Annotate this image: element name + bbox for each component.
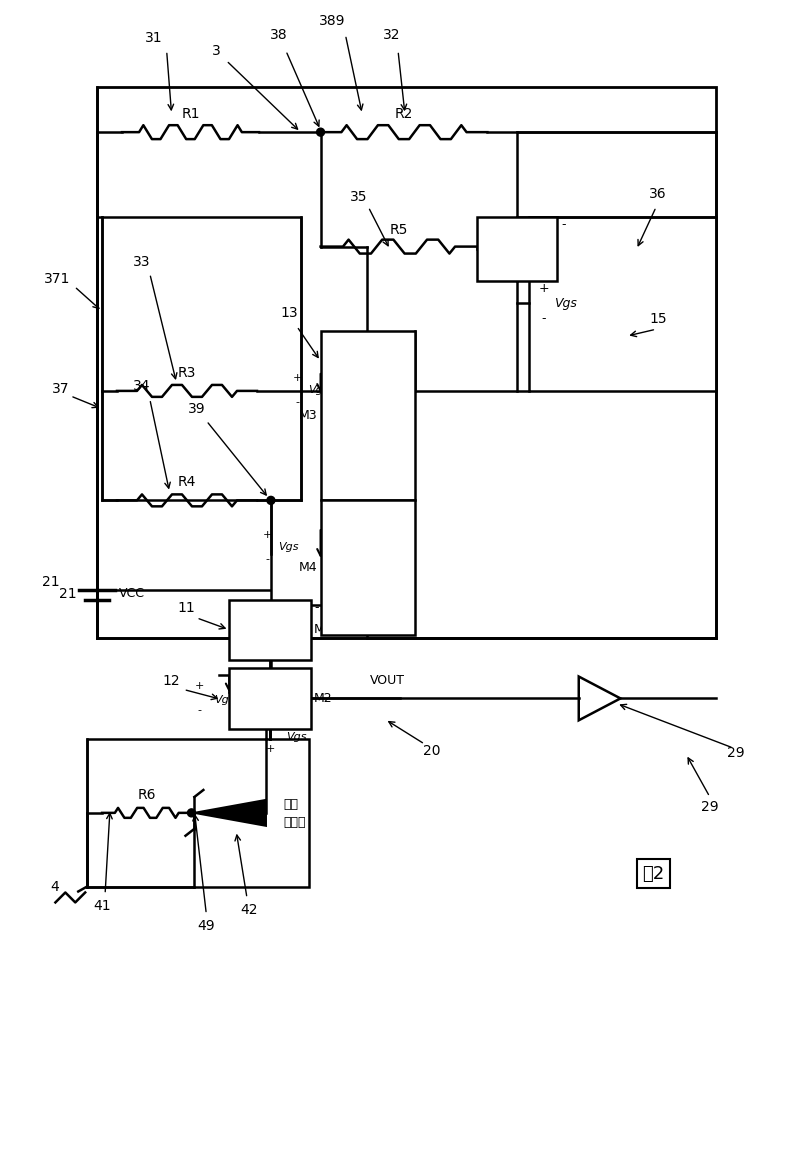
Bar: [229, 668, 310, 729]
Circle shape: [267, 497, 275, 505]
Text: 38: 38: [270, 28, 288, 42]
Text: +: +: [293, 373, 302, 383]
Text: -: -: [314, 602, 319, 614]
Text: -: -: [266, 554, 270, 565]
Circle shape: [317, 128, 325, 136]
Text: -: -: [542, 312, 546, 325]
Text: Vgs: Vgs: [286, 732, 306, 743]
Text: 39: 39: [188, 402, 206, 416]
Text: M1: M1: [231, 624, 250, 636]
Text: Vgs: Vgs: [308, 386, 328, 395]
Text: R6: R6: [138, 788, 156, 802]
Text: M3: M3: [299, 409, 318, 423]
Text: 31: 31: [145, 31, 162, 45]
Text: +: +: [194, 681, 204, 692]
Text: R5: R5: [390, 223, 408, 237]
Text: Vgs: Vgs: [214, 695, 234, 706]
Bar: [321, 331, 415, 500]
Bar: [529, 217, 716, 390]
Text: Vgs: Vgs: [278, 543, 298, 552]
Text: 21: 21: [58, 587, 76, 601]
Text: 41: 41: [94, 900, 111, 914]
Text: 42: 42: [240, 903, 258, 917]
Text: +: +: [263, 530, 273, 541]
Bar: [102, 217, 301, 500]
Text: M1: M1: [314, 624, 332, 636]
Text: 371: 371: [44, 273, 70, 286]
Text: -: -: [198, 706, 202, 715]
Text: 21: 21: [42, 575, 59, 589]
Text: 14: 14: [363, 471, 381, 485]
Text: M5: M5: [482, 239, 500, 252]
Text: 11: 11: [178, 601, 195, 614]
Text: 35: 35: [350, 189, 367, 203]
Text: R3: R3: [178, 366, 196, 380]
Text: M4: M4: [299, 561, 318, 574]
Bar: [229, 599, 310, 660]
Text: 49: 49: [198, 919, 215, 933]
Text: Vgs: Vgs: [554, 297, 577, 310]
Text: VOUT: VOUT: [370, 675, 406, 687]
Text: 图2: 图2: [642, 865, 664, 882]
Text: +: +: [538, 282, 550, 295]
Text: 二极管: 二极管: [284, 817, 306, 829]
Bar: [97, 88, 716, 638]
Text: 29: 29: [701, 800, 718, 814]
Text: R2: R2: [394, 107, 413, 121]
Text: 20: 20: [423, 744, 441, 758]
Text: R4: R4: [178, 476, 196, 490]
Text: 32: 32: [383, 28, 401, 42]
Text: Vgs: Vgs: [272, 679, 292, 690]
Text: 36: 36: [650, 187, 667, 201]
Text: M2: M2: [231, 692, 250, 705]
Text: M2: M2: [314, 692, 332, 705]
Bar: [321, 500, 415, 635]
Text: VCC: VCC: [119, 588, 145, 601]
Text: +: +: [247, 670, 257, 679]
Text: M3: M3: [322, 411, 341, 424]
Text: 12: 12: [162, 675, 181, 688]
Circle shape: [187, 808, 195, 817]
Text: 13: 13: [280, 306, 298, 320]
Bar: [87, 739, 309, 887]
Text: 34: 34: [133, 379, 150, 393]
Text: 4: 4: [50, 879, 58, 894]
Text: 齐纳: 齐纳: [284, 798, 299, 812]
Text: 3: 3: [212, 44, 221, 58]
Text: M4: M4: [322, 562, 341, 575]
Text: +: +: [266, 744, 275, 754]
Polygon shape: [194, 800, 266, 826]
Text: 37: 37: [52, 382, 69, 396]
Text: 389: 389: [319, 14, 346, 28]
Text: 29: 29: [727, 746, 745, 760]
Bar: [478, 217, 557, 282]
Text: 33: 33: [133, 254, 150, 268]
Text: -: -: [296, 397, 300, 408]
Text: -: -: [561, 218, 566, 231]
Text: R1: R1: [182, 107, 200, 121]
Text: 15: 15: [650, 312, 667, 326]
